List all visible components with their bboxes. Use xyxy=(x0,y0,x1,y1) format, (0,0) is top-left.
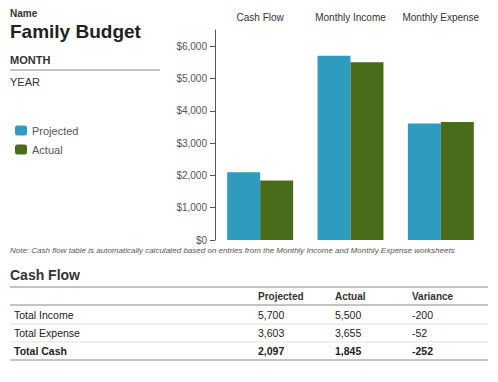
svg-text:1,845: 1,845 xyxy=(335,345,361,357)
svg-text:Monthly Income: Monthly Income xyxy=(315,12,386,23)
svg-text:YEAR: YEAR xyxy=(10,76,40,88)
svg-text:Actual: Actual xyxy=(32,144,63,156)
svg-text:Monthly Expense: Monthly Expense xyxy=(402,12,479,23)
svg-text:5,500: 5,500 xyxy=(335,309,361,321)
svg-text:MONTH: MONTH xyxy=(10,54,50,66)
svg-text:-52: -52 xyxy=(412,327,427,339)
svg-text:3,655: 3,655 xyxy=(335,327,361,339)
svg-text:Total Income: Total Income xyxy=(14,309,74,321)
svg-text:Projected: Projected xyxy=(258,291,304,302)
svg-text:$1,000: $1,000 xyxy=(176,202,207,213)
svg-text:Name: Name xyxy=(10,8,38,19)
svg-text:$0: $0 xyxy=(196,235,208,246)
svg-text:Family Budget: Family Budget xyxy=(10,21,142,42)
svg-text:3,603: 3,603 xyxy=(258,327,284,339)
svg-text:Cash Flow: Cash Flow xyxy=(237,12,285,23)
svg-text:$5,000: $5,000 xyxy=(176,73,207,84)
svg-text:2,097: 2,097 xyxy=(258,345,284,357)
svg-text:Cash Flow: Cash Flow xyxy=(10,267,80,283)
svg-text:$2,000: $2,000 xyxy=(176,170,207,181)
svg-text:$4,000: $4,000 xyxy=(176,105,207,116)
svg-text:5,700: 5,700 xyxy=(258,309,284,321)
svg-text:Variance: Variance xyxy=(412,291,454,302)
svg-text:Projected: Projected xyxy=(32,125,78,137)
svg-text:Total Cash: Total Cash xyxy=(14,345,67,357)
svg-text:Total Expense: Total Expense xyxy=(14,327,80,339)
svg-text:-252: -252 xyxy=(412,345,433,357)
svg-text:$3,000: $3,000 xyxy=(176,138,207,149)
svg-text:$6,000: $6,000 xyxy=(176,41,207,52)
svg-text:Note: Cash flow table is autom: Note: Cash flow table is automatically c… xyxy=(10,246,455,255)
svg-text:-200: -200 xyxy=(412,309,433,321)
svg-text:Actual: Actual xyxy=(335,291,366,302)
